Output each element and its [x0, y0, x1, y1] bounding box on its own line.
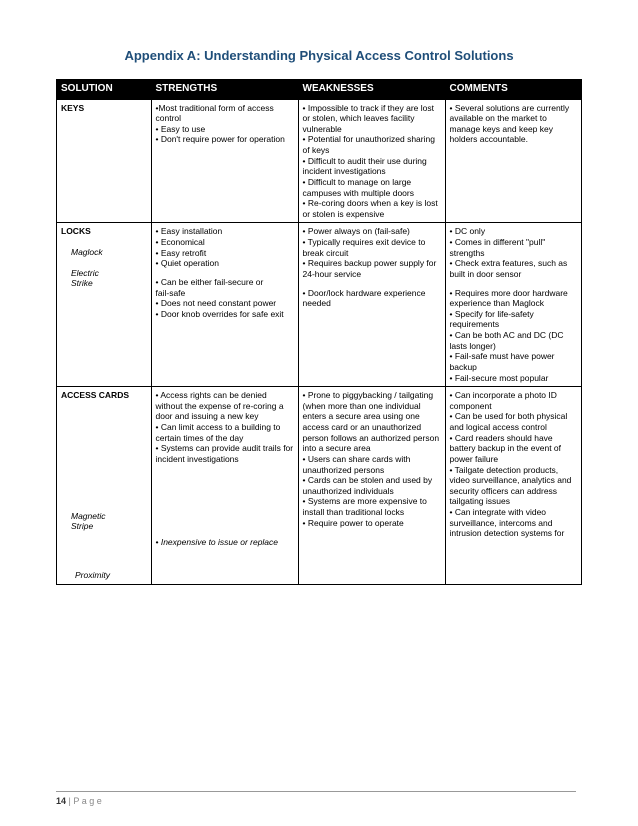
cell-comments: • DC only • Comes in different "pull" st… — [445, 223, 582, 387]
header-weaknesses: WEAKNESSES — [298, 80, 445, 100]
solution-name: KEYS — [61, 103, 84, 113]
appendix-title: Appendix A: Understanding Physical Acces… — [56, 48, 582, 63]
cell-strengths: • Access rights can be denied without th… — [151, 387, 298, 585]
solution-subtype: Maglock — [71, 247, 147, 258]
solution-subtype: Stripe — [71, 521, 147, 532]
document-page: Appendix A: Understanding Physical Acces… — [0, 0, 638, 826]
table-header-row: SOLUTION STRENGTHS WEAKNESSES COMMENTS — [57, 80, 582, 100]
page-footer: 14 | P a g e — [56, 791, 576, 806]
solution-subtype: Strike — [71, 278, 147, 289]
text-block: • DC only • Comes in different "pull" st… — [450, 226, 578, 279]
solution-subtype: Proximity — [75, 570, 147, 581]
solution-name: LOCKS — [61, 226, 147, 237]
page-number: 14 — [56, 796, 66, 806]
solution-subtype: Electric — [71, 268, 147, 279]
header-solution: SOLUTION — [57, 80, 152, 100]
header-strengths: STRENGTHS — [151, 80, 298, 100]
table-row: LOCKS Maglock Electric Strike • Easy ins… — [57, 223, 582, 387]
solution-subtype: Magnetic — [71, 511, 147, 522]
cell-weaknesses: • Power always on (fail-safe) • Typicall… — [298, 223, 445, 387]
table-row: KEYS •Most traditional form of access co… — [57, 99, 582, 223]
solution-name: ACCESS CARDS — [61, 390, 147, 401]
text-block: • Door/lock hardware experience needed — [303, 288, 441, 309]
header-comments: COMMENTS — [445, 80, 582, 100]
table-row: ACCESS CARDS Magnetic Stripe Proximity •… — [57, 387, 582, 585]
text-block: • Access rights can be denied without th… — [156, 390, 294, 464]
text-block: • Inexpensive to issue or replace — [156, 537, 294, 548]
text-block: • Power always on (fail-safe) • Typicall… — [303, 226, 441, 279]
cell-comments: • Can incorporate a photo ID component •… — [445, 387, 582, 585]
text-block: • Can be either fail-secure or fail-safe… — [156, 277, 294, 320]
text-block: • Requires more door hardware experience… — [450, 288, 578, 384]
cell-solution: KEYS — [57, 99, 152, 223]
cell-strengths: • Easy installation • Economical • Easy … — [151, 223, 298, 387]
solutions-table: SOLUTION STRENGTHS WEAKNESSES COMMENTS K… — [56, 79, 582, 585]
cell-solution: ACCESS CARDS Magnetic Stripe Proximity — [57, 387, 152, 585]
cell-comments: • Several solutions are currently availa… — [445, 99, 582, 223]
text-block: • Easy installation • Economical • Easy … — [156, 226, 294, 269]
cell-strengths: •Most traditional form of access control… — [151, 99, 298, 223]
cell-weaknesses: • Prone to piggybacking / tailgating (wh… — [298, 387, 445, 585]
cell-solution: LOCKS Maglock Electric Strike — [57, 223, 152, 387]
cell-weaknesses: • Impossible to track if they are lost o… — [298, 99, 445, 223]
page-label: | P a g e — [66, 796, 102, 806]
